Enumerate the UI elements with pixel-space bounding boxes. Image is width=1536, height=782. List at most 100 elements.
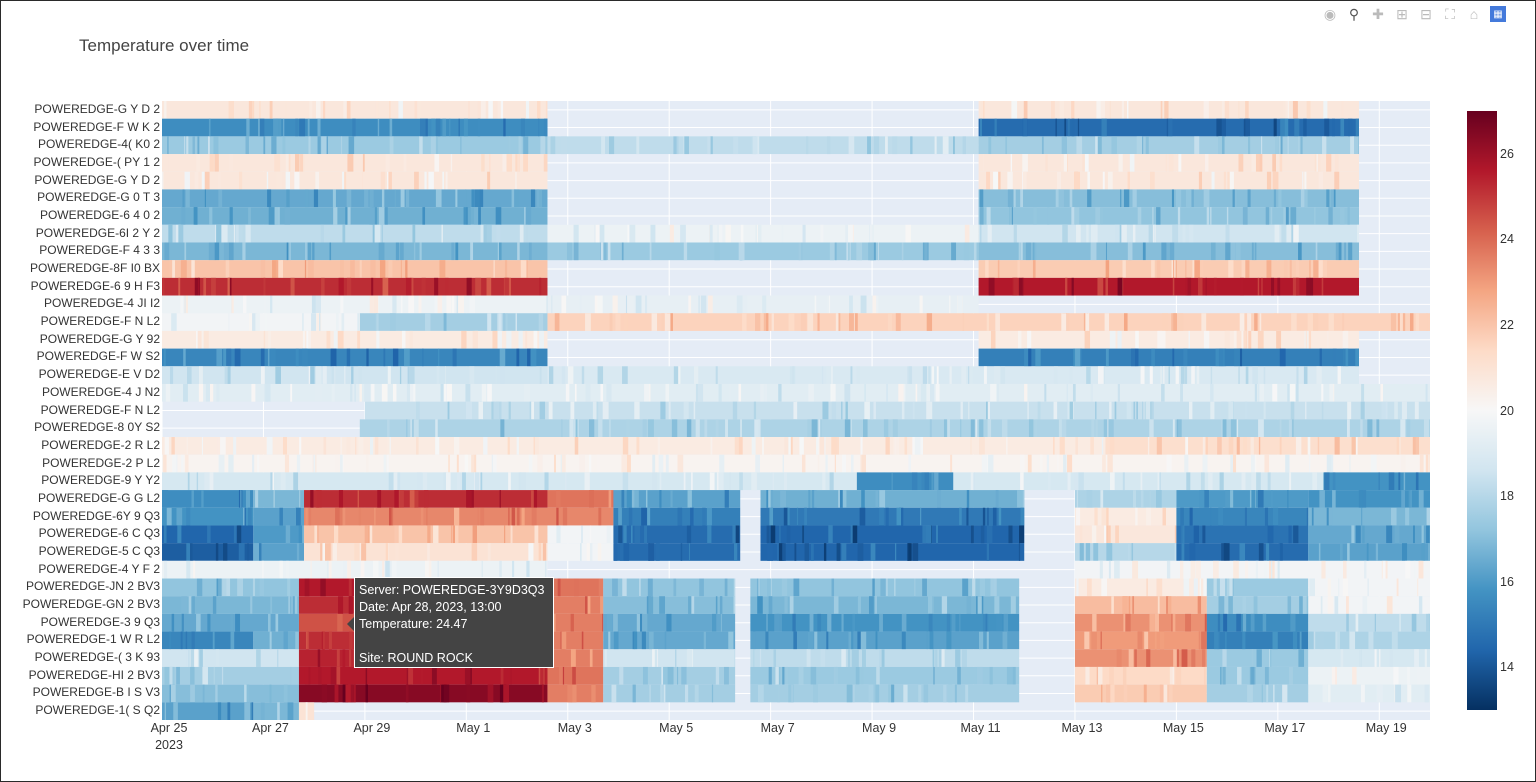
heatmap-cell [162,666,299,685]
heatmap-cell [1319,490,1325,508]
heatmap-cell [717,224,719,243]
heatmap-cell [562,666,565,685]
heatmap-cell [1279,348,1286,367]
heatmap-cell [1247,684,1253,703]
heatmap-cell [469,366,475,384]
heatmap-cell [277,702,280,720]
heatmap-cell [935,649,938,667]
heatmap-cell [594,295,599,314]
heatmap-cell [642,419,647,438]
zoom-in-icon[interactable]: ⊞ [1396,5,1408,22]
heatmap-cell [573,242,579,261]
heatmap-cell [373,295,379,314]
heatmap-cell [581,366,585,384]
heatmap-cell [912,401,915,420]
heatmap-cell [183,348,186,367]
heatmap-cell [359,313,548,331]
heatmap-cell [1317,260,1323,278]
heatmap-cell [547,613,604,632]
heatmap-cell [734,437,739,455]
autoscale-icon[interactable]: ⛶ [1445,5,1455,22]
heatmap-cell [738,242,745,261]
heatmap-cell [894,578,896,597]
heatmap-cell [995,313,1000,331]
heatmap-cell [769,507,774,526]
heatmap-cell [269,101,273,119]
heatmap-cell [235,224,239,243]
heatmap-cell [588,490,594,508]
heatmap-cell [436,366,440,384]
heatmap-cell [648,419,654,438]
heatmap-cell [1428,543,1430,561]
heatmap-cell [686,649,693,667]
heatmap-cell [374,507,376,526]
heatmap-cell [1149,366,1153,384]
heatmap-cell [531,490,534,508]
heatmap-cell [757,684,764,703]
heatmap-cell [814,295,817,314]
heatmap-cell [1426,613,1430,632]
camera-icon[interactable]: ◉ [1323,5,1337,22]
heatmap-cell [608,242,611,261]
heatmap-cell [1006,666,1013,685]
heatmap-cell [838,313,841,331]
heatmap-cell [1047,207,1050,225]
heatmap-cell [162,596,299,614]
heatmap-cell [562,507,568,526]
heatmap-cell [936,366,939,384]
heatmap-cell [213,666,215,685]
heatmap-cell [724,490,729,508]
heatmap-cell [248,313,253,331]
heatmap-cell [855,666,860,685]
heatmap-cell [554,313,560,331]
heatmap-cell [1346,596,1349,614]
heatmap-cell [1294,118,1300,137]
heatmap-cell [1361,383,1365,402]
heatmap-cell [1065,313,1070,331]
plotly-logo-icon[interactable]: ▦ [1490,6,1506,22]
heatmap-cell [545,101,548,119]
heatmap-cell [1210,207,1212,225]
zoom-icon[interactable]: ⚲ [1348,5,1360,22]
heatmap-cell [976,666,983,685]
heatmap-cell [1240,330,1245,349]
heatmap-cell [970,437,972,455]
heatmap-cell [246,684,250,703]
heatmap-cell [841,613,844,632]
heatmap-cell [668,401,671,420]
heatmap-cell [381,383,388,402]
heatmap-cell [223,348,227,367]
heatmap-cell [1396,578,1399,597]
pan-icon[interactable]: ✚ [1372,5,1384,22]
heatmap-cell [537,454,543,473]
heatmap-cell [338,277,344,296]
heatmap-cell [817,613,822,632]
heatmap-cell [920,383,927,402]
heatmap-cell [1362,525,1365,544]
heatmap-cell [1017,330,1022,349]
heatmap-cell [194,171,199,190]
heatmap-cell [381,189,385,208]
heatmap-cell [1326,454,1332,473]
heatmap-cell [1095,207,1101,225]
heatmap-cell [1341,101,1344,119]
heatmap-cell [431,666,437,685]
heatmap-cell [502,154,507,172]
home-icon[interactable]: ⌂ [1469,6,1479,22]
heatmap-cell [912,543,919,561]
heatmap-cell [708,295,713,314]
heatmap-cell [1190,560,1196,579]
zoom-out-icon[interactable]: ⊟ [1420,5,1432,22]
heatmap-cell [796,507,799,526]
heatmap-cell [733,596,736,614]
heatmap-cell [1293,224,1299,243]
heatmap-cell [1307,313,1313,331]
heatmap-cell [365,454,369,473]
heatmap-cell [196,613,201,632]
heatmap-cell [528,242,532,261]
heatmap-cell [388,171,392,190]
heatmap-cell [1395,684,1402,703]
heatmap-cell [326,136,328,155]
heatmap-cell [718,224,723,243]
